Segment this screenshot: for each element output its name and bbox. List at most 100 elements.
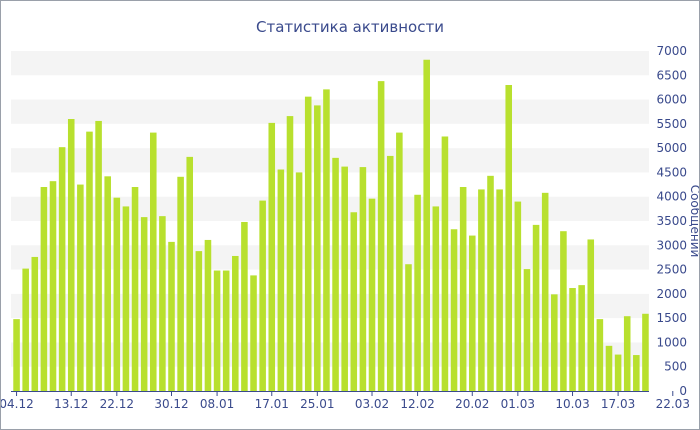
bar [332, 157, 339, 391]
bar [587, 239, 595, 391]
bar [441, 136, 449, 391]
bar [195, 251, 203, 391]
bar [487, 175, 494, 391]
x-tick-label: 13.12 [54, 397, 88, 411]
bar [432, 206, 440, 391]
y-tick-label: 6500 [656, 68, 687, 82]
x-tick-label: 30.12 [154, 397, 188, 411]
bar [569, 288, 576, 391]
bar [95, 120, 102, 391]
y-tick-label: 7000 [656, 44, 687, 58]
y-tick-label: 4000 [656, 190, 687, 204]
bar [359, 167, 367, 391]
x-tick-label: 20.02 [455, 397, 489, 411]
bar [259, 200, 266, 391]
bar [286, 116, 294, 391]
y-axis-label: Сообщений [688, 185, 699, 258]
bar [551, 294, 558, 391]
bar [140, 217, 148, 391]
bar [304, 96, 312, 392]
bar [277, 169, 285, 391]
bar [295, 172, 303, 391]
bar [314, 105, 321, 392]
bar [40, 187, 48, 391]
bar [67, 119, 75, 391]
bar [468, 235, 476, 391]
y-tick-label: 0 [679, 384, 687, 398]
bar [159, 216, 166, 391]
bar [31, 256, 39, 391]
bar [514, 201, 522, 391]
x-tick-label: 03.02 [355, 397, 389, 411]
bar [350, 212, 358, 391]
bar [122, 206, 130, 391]
y-tick-label: 5500 [656, 117, 687, 131]
bar [642, 313, 649, 391]
bar [131, 187, 139, 391]
bar [505, 85, 513, 391]
x-tick-label: 17.01 [255, 397, 289, 411]
bar [560, 231, 567, 391]
bar [614, 354, 622, 391]
bar [414, 194, 421, 391]
bar [177, 176, 184, 391]
y-tick-label: 500 [664, 360, 687, 374]
bar [323, 89, 330, 391]
y-tick-label: 1500 [656, 311, 687, 325]
grid-band [11, 51, 649, 76]
y-tick-label: 3000 [656, 238, 687, 252]
chart-title: Статистика активности [256, 18, 444, 36]
bar [204, 239, 212, 391]
x-tick-label: 25.01 [300, 397, 334, 411]
bar [77, 184, 84, 391]
bar [541, 192, 549, 391]
x-tick-label: 22.12 [100, 397, 134, 411]
bar [368, 198, 376, 391]
bar [633, 355, 640, 391]
bar [623, 316, 631, 391]
bar [268, 122, 276, 391]
y-tick-label: 3500 [656, 214, 687, 228]
y-tick-label: 2500 [656, 263, 687, 277]
bar [596, 319, 604, 391]
bar [496, 189, 503, 391]
bar [396, 132, 403, 391]
bar [149, 132, 157, 391]
bar [86, 131, 93, 391]
bar [22, 268, 29, 391]
bar [186, 156, 194, 391]
bar [58, 147, 66, 391]
bar [523, 269, 531, 391]
bar [250, 275, 257, 391]
bar [168, 241, 175, 391]
bar [532, 224, 540, 391]
bar [341, 166, 348, 391]
x-tick-label: 10.03 [555, 397, 589, 411]
bar [605, 345, 613, 391]
grid-band [11, 99, 649, 124]
y-axis-ticks: 0 500 1000 1500 2000 2500 3000 3500 4000 4500 5000… [656, 44, 687, 398]
bar [222, 270, 230, 391]
bars [13, 59, 649, 392]
bar [232, 255, 239, 391]
bar [104, 176, 111, 391]
bar [213, 270, 221, 391]
x-tick-label: 17.03 [601, 397, 635, 411]
grid-band [11, 148, 649, 173]
bar [459, 187, 467, 391]
bar [450, 229, 458, 391]
bar [377, 81, 385, 391]
bar [478, 189, 485, 391]
x-tick-label: 22.03 [656, 397, 690, 411]
y-tick-label: 6000 [656, 93, 687, 107]
bar [405, 264, 412, 391]
x-tick-label: 12.02 [400, 397, 434, 411]
bar [49, 181, 57, 391]
x-axis-ticks: 04.12 13.12 22.12 30.12 08.01 17.01 25.01 03.02… [1, 391, 690, 411]
x-tick-label: 08.01 [200, 397, 234, 411]
x-tick-label: 01.03 [501, 397, 535, 411]
y-tick-label: 1000 [656, 335, 687, 349]
y-tick-label: 5000 [656, 141, 687, 155]
